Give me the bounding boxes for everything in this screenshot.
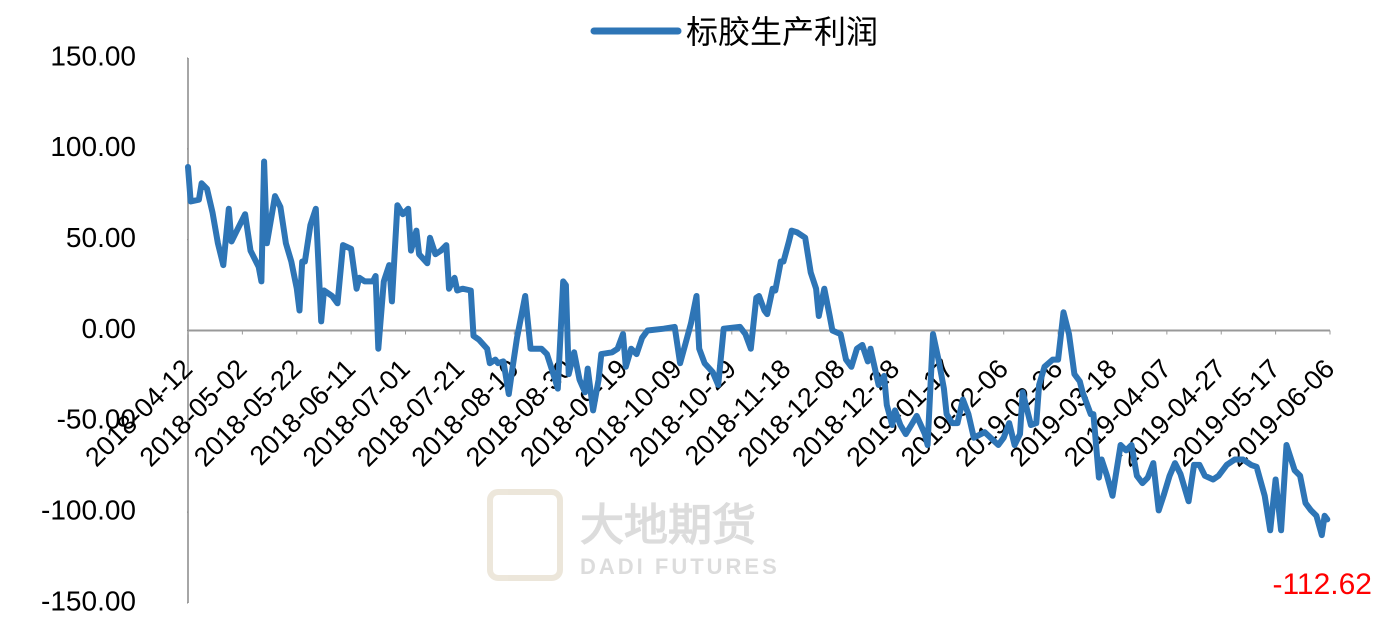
watermark-cn: 大地期货 [580, 501, 756, 550]
annotation: -112.62 [1272, 568, 1372, 601]
watermark: 大地期货 DADI FUTURES [487, 489, 780, 581]
y-tick-label: -100.00 [41, 495, 136, 526]
watermark-logo [487, 489, 563, 581]
y-tick-label: -50.00 [57, 404, 136, 435]
y-tick-label: -150.00 [41, 585, 136, 616]
watermark-en: DADI FUTURES [580, 554, 780, 579]
y-tick-label: 50.00 [66, 222, 136, 253]
y-tick-label: 0.00 [82, 313, 137, 344]
y-tick-label: 100.00 [50, 131, 136, 162]
y-tick-label: 150.00 [50, 40, 136, 71]
legend-label: 标胶生产利润 [686, 14, 878, 50]
series-line [185, 158, 1331, 539]
